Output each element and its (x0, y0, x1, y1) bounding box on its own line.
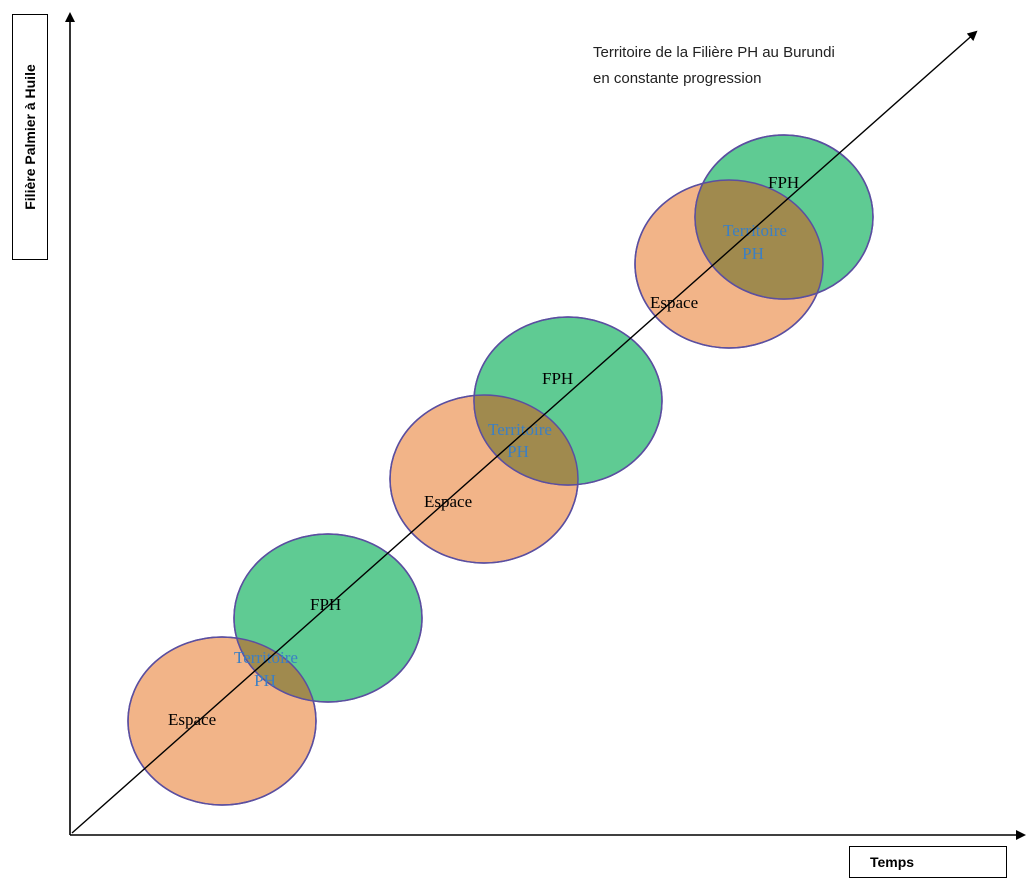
fph-label-2: FPH (542, 369, 573, 388)
stage-2: FPH Territoire PH Espace (389, 316, 663, 564)
annotation-text: Territoire de la Filière PH au Burundi e… (593, 40, 953, 92)
overlap-region-3 (695, 180, 823, 299)
y-axis-label-box: Filière Palmier à Huile (12, 14, 48, 260)
espace-label-2: Espace (424, 492, 472, 511)
progression-arrow (71, 30, 978, 834)
espace-outline-3 (634, 179, 824, 349)
territoire-label-2: Territoire (488, 420, 552, 439)
stage-3: FPH Territoire PH Espace (634, 134, 874, 349)
overlap-region-1 (234, 637, 316, 702)
x-axis-label: Temps (870, 854, 915, 870)
espace-label-1: Espace (168, 710, 216, 729)
annotation-line-2: en constante progression (593, 70, 762, 87)
stage-1: FPH Territoire PH Espace (127, 533, 423, 806)
territoire-label-3: Territoire (723, 221, 787, 240)
fph-outline-2 (473, 316, 663, 486)
fph-outline-3 (694, 134, 874, 300)
annotation-line-1: Territoire de la Filière PH au Burundi (593, 44, 835, 61)
ph-label-1: PH (254, 671, 276, 690)
ph-label-2: PH (507, 442, 529, 461)
espace-outline-1 (127, 636, 317, 806)
espace-label-3: Espace (650, 293, 698, 312)
ph-label-3: PH (742, 244, 764, 263)
x-axis-label-box: Temps (849, 846, 1007, 878)
fph-outline-1 (233, 533, 423, 703)
y-axis-label: Filière Palmier à Huile (22, 64, 39, 210)
fph-label-3: FPH (768, 173, 799, 192)
territoire-label-1: Territoire (234, 648, 298, 667)
fph-label-1: FPH (310, 595, 341, 614)
espace-outline-2 (389, 394, 579, 564)
